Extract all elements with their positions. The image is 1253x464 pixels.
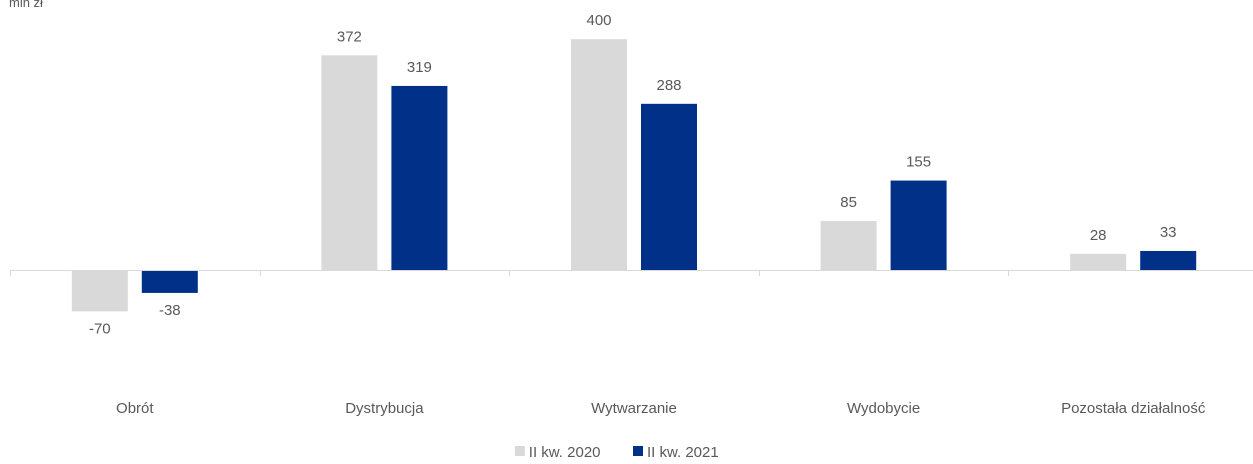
bar	[1140, 250, 1197, 270]
bar	[391, 85, 448, 270]
bar	[71, 271, 128, 312]
bar	[321, 55, 378, 270]
bars-layer	[71, 39, 1197, 312]
bar	[1070, 253, 1127, 270]
data-label: 372	[337, 28, 362, 45]
data-label: 400	[586, 12, 611, 29]
unit-label: mln zł	[9, 0, 43, 10]
legend: II kw. 2020 II kw. 2021	[514, 444, 719, 461]
legend-label: II kw. 2020	[529, 444, 601, 461]
category-labels-layer: Obrót Dystrybucja Wytwarzanie Wydobycie Pozo…	[116, 400, 1206, 417]
data-label: 33	[1160, 224, 1177, 241]
category-label: Wydobycie	[847, 400, 920, 417]
legend-swatch	[633, 446, 643, 456]
legend-label: II kw. 2021	[647, 444, 719, 461]
legend-swatch	[514, 446, 525, 456]
data-label: -70	[89, 320, 111, 337]
data-label: 85	[840, 194, 857, 211]
category-label: Pozostała działalność	[1061, 400, 1206, 417]
bar	[141, 271, 198, 293]
bar	[820, 220, 877, 270]
data-label: 319	[407, 59, 432, 76]
category-label: Dystrybucja	[345, 400, 424, 417]
data-label: -38	[159, 302, 181, 319]
bar	[571, 39, 627, 271]
axis-layer	[10, 270, 1253, 276]
category-label: Obrót	[116, 400, 154, 417]
data-label: 155	[906, 154, 931, 171]
data-label: 288	[656, 77, 681, 94]
data-label: 28	[1090, 227, 1107, 244]
bar	[890, 180, 947, 270]
bar	[641, 103, 697, 270]
category-label: Wytwarzanie	[591, 400, 677, 417]
data-labels-layer: -70 -38 372 319 400 288 85 155 28 33	[89, 12, 1177, 337]
